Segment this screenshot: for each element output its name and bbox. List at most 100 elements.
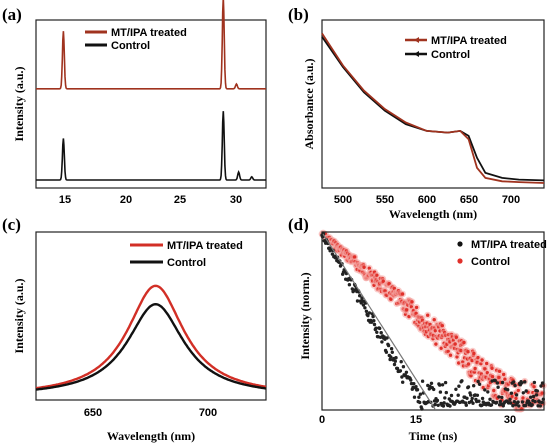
data-point [473, 366, 477, 371]
data-point [509, 391, 514, 395]
data-point [372, 322, 377, 327]
data-point [540, 381, 545, 385]
data-point [436, 403, 440, 407]
data-point [490, 366, 494, 370]
data-point [540, 400, 544, 405]
panel-d-xlabel: Time (ns) [409, 429, 458, 443]
data-point [540, 391, 544, 395]
panel-a-xtick: 25 [174, 194, 186, 206]
data-point [489, 403, 494, 407]
data-point [442, 401, 446, 405]
data-point [506, 388, 510, 392]
data-point [380, 340, 384, 344]
data-point [440, 383, 445, 387]
panel-d: (d) Intensity (norm.) Time (ns) 0 15 30 … [288, 215, 547, 443]
data-point [508, 397, 512, 401]
data-point [516, 400, 520, 404]
panel-d-fit-line [322, 233, 436, 410]
panel-d-series-treated [320, 232, 545, 411]
panel-d-xtick: 30 [504, 414, 516, 426]
data-point [409, 378, 413, 382]
panel-d-legend-control: Control [471, 256, 510, 268]
data-point [375, 273, 379, 277]
panel-d-xtick: 0 [319, 414, 325, 426]
data-point [379, 331, 383, 335]
panel-b-series-treated [321, 32, 545, 184]
data-point [517, 404, 521, 408]
data-point [477, 382, 482, 386]
panel-a: (a) Intensity (a.u.) 15 20 25 30 MT/IPA … [2, 0, 267, 206]
data-point [412, 395, 417, 399]
data-point [497, 369, 502, 373]
data-point [532, 380, 537, 385]
data-point [516, 388, 520, 393]
data-point [389, 355, 393, 359]
panel-b-xtick: 600 [418, 194, 436, 206]
data-point [433, 402, 437, 407]
data-point [512, 380, 516, 384]
data-point [513, 383, 517, 388]
data-point [460, 379, 464, 383]
data-point [501, 404, 505, 408]
data-point [412, 382, 416, 386]
data-point [441, 404, 446, 408]
data-point [520, 400, 525, 404]
panel-c-legend: MT/IPA treated Control [130, 240, 243, 269]
panel-b: (b) Absorbance (a.u.) Wavelength (nm) 50… [288, 5, 545, 221]
data-point [434, 342, 438, 346]
panel-a-xtick: 30 [230, 194, 242, 206]
panel-c-xtick: 700 [199, 407, 217, 419]
data-point [521, 396, 525, 400]
data-point [390, 350, 394, 354]
data-point [483, 388, 487, 392]
panel-a-legend-treated: MT/IPA treated [111, 27, 187, 39]
data-point [495, 381, 500, 385]
panel-d-legend-marker-control [457, 258, 463, 264]
data-point [469, 393, 473, 397]
data-point [471, 401, 475, 405]
data-point [524, 389, 528, 393]
panel-c-series-control [35, 302, 267, 391]
panel-a-ylabel: Intensity (a.u.) [12, 66, 26, 141]
panel-c-legend-treated: MT/IPA treated [167, 240, 243, 252]
panel-a-series-treated [36, 0, 266, 90]
panel-b-ylabel: Absorbance (a.u.) [302, 58, 316, 149]
panel-d-legend: MT/IPA treated Control [457, 239, 547, 268]
data-point [375, 330, 379, 334]
data-point [466, 350, 470, 354]
data-point [435, 398, 440, 403]
data-point [400, 375, 404, 379]
data-point [523, 403, 528, 408]
panel-a-series-control [36, 111, 266, 181]
data-point [532, 385, 536, 389]
data-point [401, 380, 405, 384]
data-point [492, 388, 496, 393]
data-point [389, 347, 394, 351]
data-point [454, 387, 458, 391]
data-point [330, 252, 335, 256]
panel-a-frame [35, 19, 267, 189]
data-point [496, 385, 500, 389]
panel-c-xtick: 650 [84, 407, 102, 419]
data-point [443, 396, 447, 400]
data-point [477, 399, 481, 403]
data-point [418, 400, 422, 405]
data-point [347, 283, 352, 287]
data-point [456, 393, 460, 397]
panel-b-xtick: 650 [460, 194, 478, 206]
data-point [417, 395, 421, 399]
panel-b-legend-control: Control [431, 49, 470, 61]
data-point [472, 351, 476, 356]
data-point [485, 361, 489, 366]
data-point [400, 292, 405, 296]
data-point [476, 355, 480, 360]
data-point [490, 375, 495, 379]
data-point [538, 404, 542, 408]
data-point [509, 401, 513, 405]
data-point [470, 396, 474, 401]
data-point [497, 395, 501, 399]
data-point [405, 308, 409, 312]
data-point [389, 297, 393, 301]
panel-d-legend-marker-treated [457, 241, 463, 247]
